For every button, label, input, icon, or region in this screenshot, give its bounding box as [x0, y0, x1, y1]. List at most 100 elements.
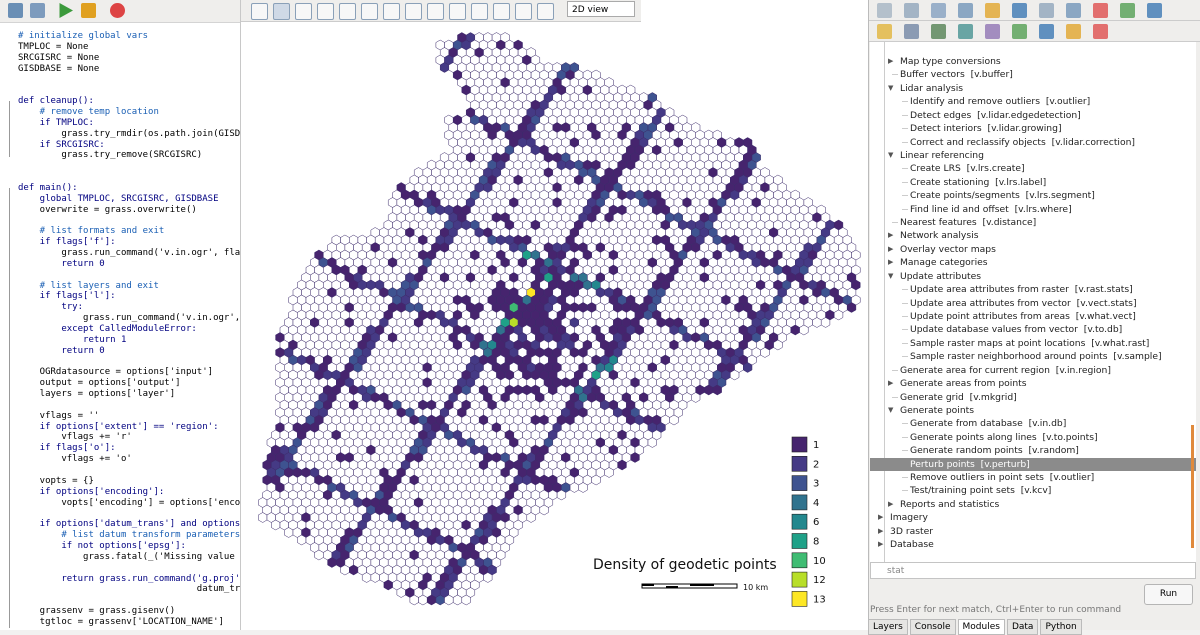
new-button[interactable] [8, 3, 23, 18]
module-item[interactable]: Imagery [890, 512, 928, 524]
map-tool-button[interactable] [251, 3, 268, 20]
tool-button[interactable] [985, 24, 1000, 39]
map-tool-button[interactable] [295, 3, 312, 20]
tool-button[interactable] [958, 24, 973, 39]
tool-button[interactable] [1147, 3, 1162, 18]
tool-button[interactable] [1012, 3, 1027, 18]
module-item[interactable]: Test/training point sets [v.kcv] [910, 485, 1052, 497]
module-item[interactable]: Generate areas from points [900, 378, 1027, 390]
tool-button[interactable] [958, 3, 973, 18]
module-item[interactable]: Database [890, 539, 934, 551]
tree-toggle[interactable]: ▶ [888, 499, 894, 508]
tree-toggle[interactable]: ▶ [888, 57, 894, 65]
search-box[interactable]: stat [870, 562, 1196, 579]
module-item[interactable]: Manage categories [900, 257, 988, 269]
tool-button[interactable] [1066, 24, 1081, 39]
tab[interactable]: Layers [868, 619, 908, 635]
module-item[interactable]: Overlay vector maps [900, 243, 996, 255]
module-item[interactable]: Network analysis [900, 230, 979, 242]
module-item[interactable]: Remove outliers in point sets [v.outlier… [910, 472, 1095, 484]
map-tool-button[interactable] [471, 3, 488, 20]
tab[interactable]: Python [1040, 619, 1082, 635]
map-tool-button[interactable] [383, 3, 400, 20]
tool-button[interactable] [1066, 3, 1081, 18]
map-tool-button[interactable] [427, 3, 444, 20]
tree-toggle[interactable]: ▶ [878, 540, 884, 549]
tree-toggle[interactable]: ▶ [888, 379, 894, 388]
tool-button[interactable] [1093, 3, 1108, 18]
module-item[interactable]: Generate area for current region [v.in.r… [900, 364, 1111, 376]
map-tool-button[interactable] [273, 3, 290, 20]
save-button[interactable] [30, 3, 45, 18]
module-item[interactable]: Generate grid [v.mkgrid] [900, 391, 1017, 403]
map-tool-button[interactable] [405, 3, 422, 20]
module-item[interactable]: Sample raster maps at point locations [v… [910, 337, 1150, 349]
module-item[interactable]: Update database values from vector [v.to… [910, 324, 1123, 336]
tool-button[interactable] [1039, 3, 1054, 18]
tool-button[interactable] [1039, 24, 1054, 39]
run-button[interactable]: Run [1144, 584, 1193, 605]
tool-button[interactable] [1120, 3, 1135, 18]
tab[interactable]: Modules [957, 619, 1005, 635]
tree-toggle[interactable]: ▶ [888, 258, 894, 267]
map-tool-button[interactable] [339, 3, 356, 20]
map-tool-button[interactable] [537, 3, 554, 20]
map-tool-button[interactable] [449, 3, 466, 20]
module-item[interactable]: Identify and remove outliers [v.outlier] [910, 96, 1091, 108]
module-item[interactable]: Map type conversions [900, 56, 1001, 67]
tab[interactable]: Data [1006, 619, 1039, 635]
tool-button[interactable] [931, 24, 946, 39]
module-item[interactable]: Create stationing [v.lrs.label] [910, 176, 1047, 188]
tree-toggle[interactable]: ▶ [888, 231, 894, 240]
module-item[interactable]: Find line id and offset [v.lrs.where] [910, 203, 1072, 215]
view-mode-select[interactable]: 2D view [567, 1, 635, 17]
tool-button[interactable] [985, 3, 1000, 18]
tree-toggle[interactable]: ▼ [888, 405, 894, 414]
lock-button[interactable] [81, 3, 96, 18]
map-tool-button[interactable] [515, 3, 532, 20]
tab[interactable]: Console [909, 619, 956, 635]
run-button[interactable] [59, 3, 73, 18]
tool-button[interactable] [1012, 24, 1027, 39]
module-item[interactable]: Update attributes [900, 270, 982, 282]
tool-button[interactable] [877, 3, 892, 18]
tree-toggle[interactable]: ▶ [878, 526, 884, 535]
module-item[interactable]: Generate points along lines [v.to.points… [910, 431, 1098, 443]
hex-cell [647, 437, 657, 448]
tool-button[interactable] [904, 3, 919, 18]
module-item[interactable]: Create points/segments [v.lrs.segment] [910, 190, 1095, 202]
tree-toggle[interactable]: ▼ [888, 83, 894, 92]
module-item[interactable]: Generate from database [v.in.db] [910, 418, 1067, 430]
module-item[interactable]: Detect interiors [v.lidar.growing] [910, 123, 1062, 135]
module-item[interactable]: Create LRS [v.lrs.create] [910, 163, 1025, 175]
module-item[interactable]: Nearest features [v.distance] [900, 217, 1037, 229]
tree-toggle[interactable]: ▼ [888, 271, 894, 280]
help-button[interactable] [110, 3, 125, 18]
tool-button[interactable] [931, 3, 946, 18]
module-item[interactable]: Linear referencing [900, 149, 984, 161]
tool-button[interactable] [1093, 24, 1108, 39]
map-tool-button[interactable] [317, 3, 334, 20]
scrollbar[interactable] [1191, 425, 1194, 548]
tool-button[interactable] [904, 24, 919, 39]
module-item[interactable]: Update area attributes from vector [v.ve… [910, 297, 1137, 309]
module-item[interactable]: Lidar analysis [900, 82, 964, 94]
module-item[interactable]: Reports and statistics [900, 498, 1000, 510]
module-item[interactable]: Sample raster neighborhood around points… [910, 351, 1162, 363]
tree-toggle[interactable]: ▶ [878, 513, 884, 522]
tree-toggle[interactable]: ▼ [888, 150, 894, 159]
module-item[interactable]: Generate random points [v.random] [910, 445, 1079, 457]
module-item[interactable]: Generate points [900, 404, 975, 416]
module-item[interactable]: 3D raster [890, 525, 934, 537]
module-item[interactable]: Perturb points [v.perturb] [870, 457, 1196, 471]
module-item[interactable]: Correct and reclassify objects [v.lidar.… [910, 136, 1136, 148]
module-item[interactable]: Buffer vectors [v.buffer] [900, 69, 1013, 81]
map-tool-button[interactable] [493, 3, 510, 20]
map-tool-button[interactable] [361, 3, 378, 20]
module-item[interactable]: Update area attributes from raster [v.ra… [910, 284, 1133, 296]
module-item[interactable]: Update point attributes from areas [v.wh… [910, 310, 1136, 322]
tree-toggle[interactable]: ▶ [888, 244, 894, 253]
code-line: return 1 [18, 334, 127, 345]
module-item[interactable]: Detect edges [v.lidar.edgedetection] [910, 109, 1081, 121]
tool-button[interactable] [877, 24, 892, 39]
